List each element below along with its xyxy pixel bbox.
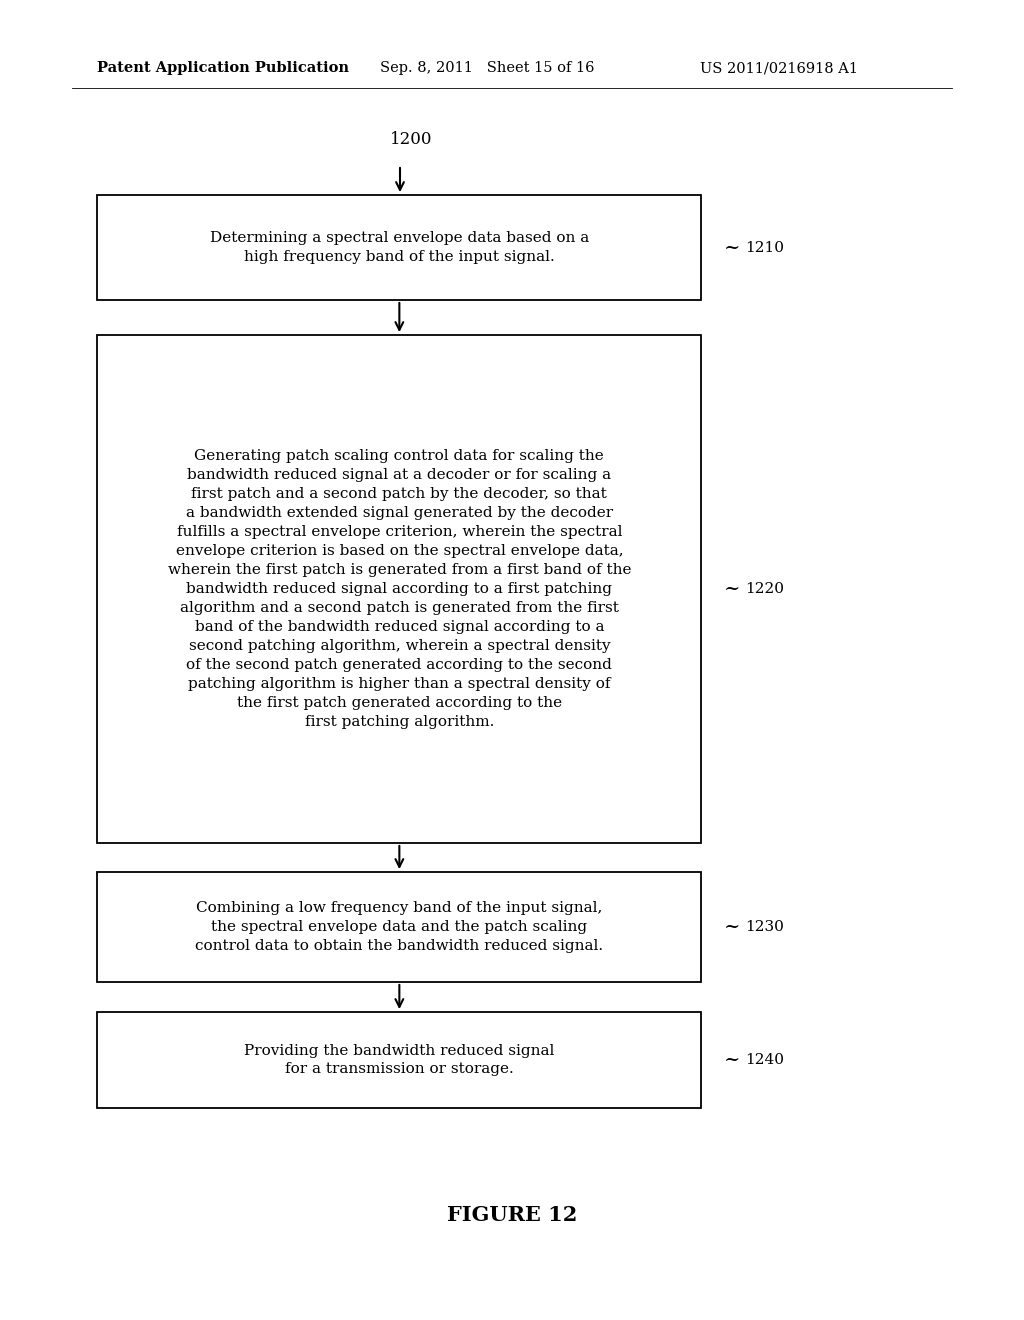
Text: US 2011/0216918 A1: US 2011/0216918 A1: [700, 61, 858, 75]
Text: Generating patch scaling control data for scaling the
bandwidth reduced signal a: Generating patch scaling control data fo…: [168, 449, 631, 729]
Text: Combining a low frequency band of the input signal,
the spectral envelope data a: Combining a low frequency band of the in…: [196, 902, 603, 953]
Text: ~: ~: [723, 239, 739, 256]
Bar: [97, 873, 701, 982]
Text: 1200: 1200: [390, 132, 432, 149]
Text: Patent Application Publication: Patent Application Publication: [97, 61, 349, 75]
Text: ~: ~: [723, 917, 739, 936]
Bar: [97, 1012, 701, 1107]
Text: 1230: 1230: [745, 920, 784, 935]
Text: 1220: 1220: [745, 582, 784, 597]
Bar: [97, 335, 701, 843]
Text: ~: ~: [723, 579, 739, 598]
Text: Providing the bandwidth reduced signal
for a transmission or storage.: Providing the bandwidth reduced signal f…: [244, 1044, 555, 1077]
Text: 1240: 1240: [745, 1053, 784, 1067]
Text: Determining a spectral envelope data based on a
high frequency band of the input: Determining a spectral envelope data bas…: [210, 231, 589, 264]
Text: 1210: 1210: [745, 240, 784, 255]
Text: ~: ~: [723, 1051, 739, 1069]
Text: Sep. 8, 2011   Sheet 15 of 16: Sep. 8, 2011 Sheet 15 of 16: [380, 61, 595, 75]
Text: FIGURE 12: FIGURE 12: [446, 1205, 578, 1225]
Bar: [97, 195, 701, 300]
